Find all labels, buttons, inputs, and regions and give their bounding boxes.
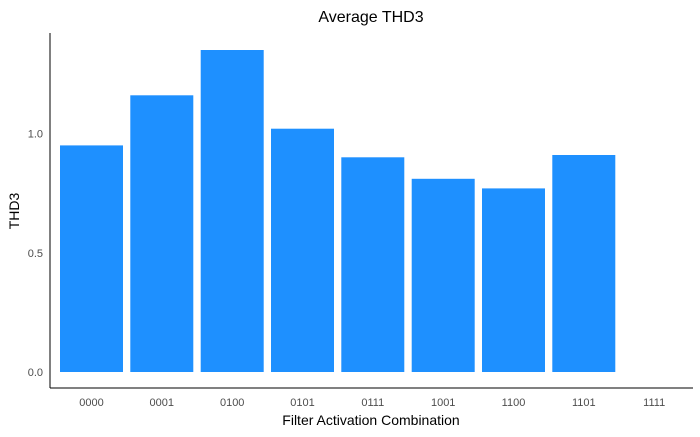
bar-1001 [411, 178, 475, 372]
y-axis-label: THD3 [6, 193, 22, 230]
bar-0001 [130, 95, 194, 373]
x-axis-label: Filter Activation Combination [282, 412, 459, 428]
bar-1101 [552, 155, 616, 372]
x-tick-label: 1111 [643, 397, 665, 409]
x-tick-label: 1100 [502, 397, 526, 409]
bar-0000 [60, 145, 123, 372]
bar-1100 [482, 188, 545, 372]
x-tick-label: 0100 [220, 397, 244, 409]
x-ticks-layer: 0000 0001 0100 0101 0111 1001 1100 1101 1111 [79, 397, 665, 409]
y-tick-label: 1.0 [28, 129, 43, 141]
x-tick-label: 0000 [79, 397, 103, 409]
bars-layer [60, 50, 616, 373]
y-ticks-layer: 0.0 0.5 1.0 [28, 129, 43, 380]
chart-title: Average THD3 [318, 9, 423, 26]
x-tick-label: 1001 [431, 397, 455, 409]
bar-0111 [341, 157, 405, 372]
bar-0101 [271, 128, 334, 372]
x-tick-label: 0101 [290, 397, 314, 409]
x-tick-label: 0111 [361, 397, 384, 409]
x-tick-label: 0001 [150, 397, 174, 409]
bar-0100 [200, 50, 264, 372]
x-tick-label: 1101 [572, 397, 596, 409]
y-tick-label: 0.5 [28, 248, 43, 260]
y-tick-label: 0.0 [28, 367, 43, 379]
